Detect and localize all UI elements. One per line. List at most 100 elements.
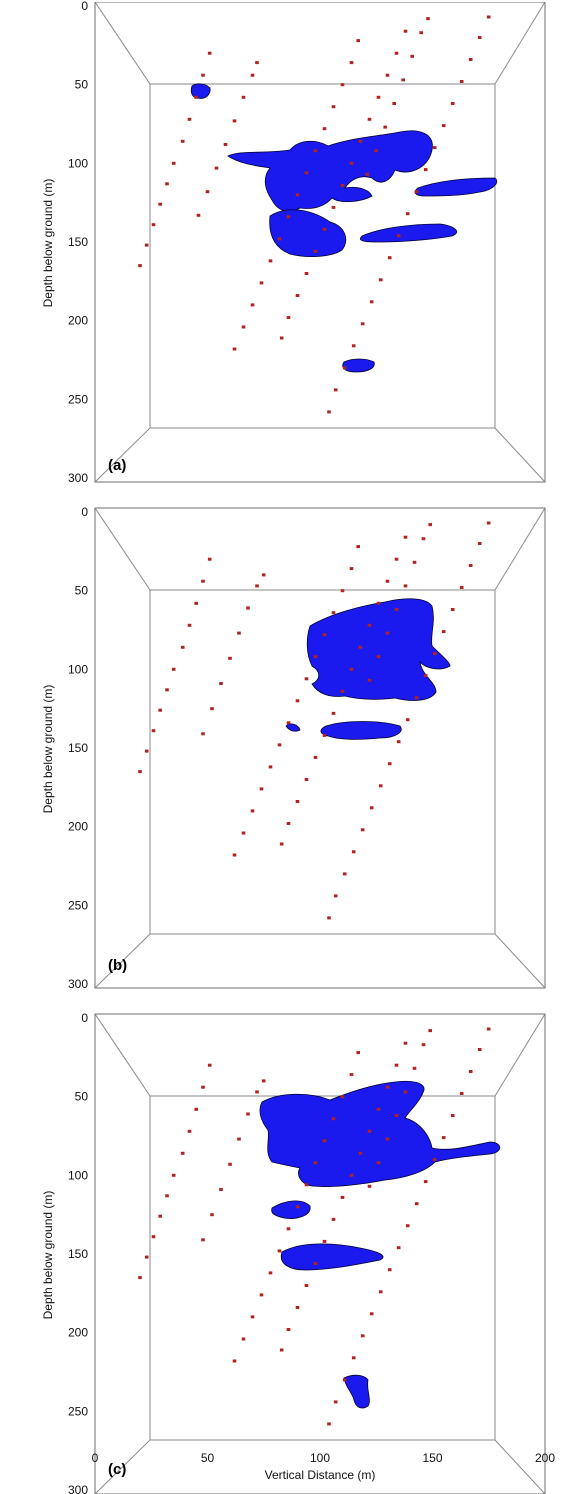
borehole-point [304,171,309,175]
isosurface-blob [227,130,433,212]
borehole-point [322,227,327,231]
borehole-point [144,1255,149,1259]
borehole-point [286,1227,291,1231]
borehole-point [286,316,291,319]
borehole-point [250,809,255,813]
borehole-point [250,73,255,77]
y-tick-label: 50 [75,78,89,92]
y-tick-label: 200 [68,1326,88,1340]
y-tick-label: 100 [68,156,88,170]
x-tick-label: 200 [535,1451,555,1465]
x-tick-label: 150 [422,1451,442,1465]
borehole-point [486,521,491,525]
borehole-point [196,213,201,217]
borehole-point [369,300,374,304]
inner-frame [149,1095,496,1441]
borehole-point [171,667,176,671]
borehole-point [201,1238,205,1242]
borehole-point [486,1027,491,1031]
borehole-point [241,325,246,329]
borehole-point [187,623,192,627]
borehole-point [304,1183,309,1187]
borehole-point [241,1337,246,1341]
isosurface-blob [280,1243,384,1271]
borehole-point [322,1139,327,1143]
borehole-point [286,721,291,725]
borehole-point [194,1107,198,1111]
y-tick-label: 0 [81,1011,88,1025]
borehole-point [349,1073,354,1077]
borehole-point [365,172,369,176]
borehole-point [246,1112,250,1116]
borehole-point [367,1129,372,1133]
borehole-point [201,1085,205,1089]
outer-frame [94,1013,546,1494]
borehole-point [410,54,414,58]
borehole-point [403,584,408,588]
borehole-point [351,344,356,348]
borehole-point [376,1161,381,1165]
borehole-point [158,1214,162,1218]
borehole-point [277,237,282,241]
borehole-point [369,806,374,810]
borehole-point [396,1246,401,1250]
borehole-point [356,39,360,43]
borehole-point [340,1095,345,1099]
borehole-point [403,1090,408,1094]
borehole-point [403,1041,408,1045]
borehole-point [201,73,205,77]
borehole-point [187,117,192,121]
borehole-point [441,630,446,634]
borehole-point [223,143,228,146]
borehole-point [279,842,284,846]
borehole-point [342,872,347,876]
y-tick-label: 50 [75,1090,89,1104]
borehole-point [423,168,428,172]
borehole-point [250,303,255,307]
borehole-point [165,182,169,186]
borehole-point [210,1213,214,1217]
borehole-point [313,149,318,153]
borehole-point [414,696,419,700]
borehole-point [304,677,309,681]
borehole-point [277,743,282,747]
borehole-point [468,58,473,61]
borehole-point [468,1070,473,1073]
isosurface-blob [190,83,211,99]
borehole-point [387,762,392,766]
borehole-point [232,347,237,351]
borehole-point [441,1136,446,1140]
borehole-point [477,1048,482,1051]
isosurface-blob [285,723,301,732]
perspective-edge [494,1013,546,1097]
borehole-point [356,1051,360,1055]
y-tick-label: 150 [68,235,88,249]
perspective-edge [94,427,151,483]
y-tick-label: 150 [68,741,88,755]
panel-label: (c) [108,1461,126,1478]
borehole-point [151,729,156,733]
borehole-point [138,264,142,268]
borehole-point [207,51,212,55]
x-tick-label: 100 [310,1451,330,1465]
borehole-point [259,281,264,285]
borehole-point [405,212,410,216]
borehole-point [432,146,437,150]
perspective-edge [94,1013,151,1097]
borehole-point [333,894,338,898]
borehole-point [369,1312,374,1316]
borehole-point [412,560,417,564]
isosurface-blob [306,598,451,701]
isosurface-blob [320,721,402,740]
borehole-point [144,749,149,753]
borehole-point [313,655,318,659]
y-tick-label: 200 [68,314,88,328]
borehole-point [367,678,372,682]
borehole-point [331,711,336,715]
borehole-point [304,1284,309,1287]
borehole-point [295,193,300,197]
borehole-point [358,139,363,143]
borehole-point [342,366,347,370]
borehole-point [158,708,162,712]
borehole-point [331,105,336,109]
